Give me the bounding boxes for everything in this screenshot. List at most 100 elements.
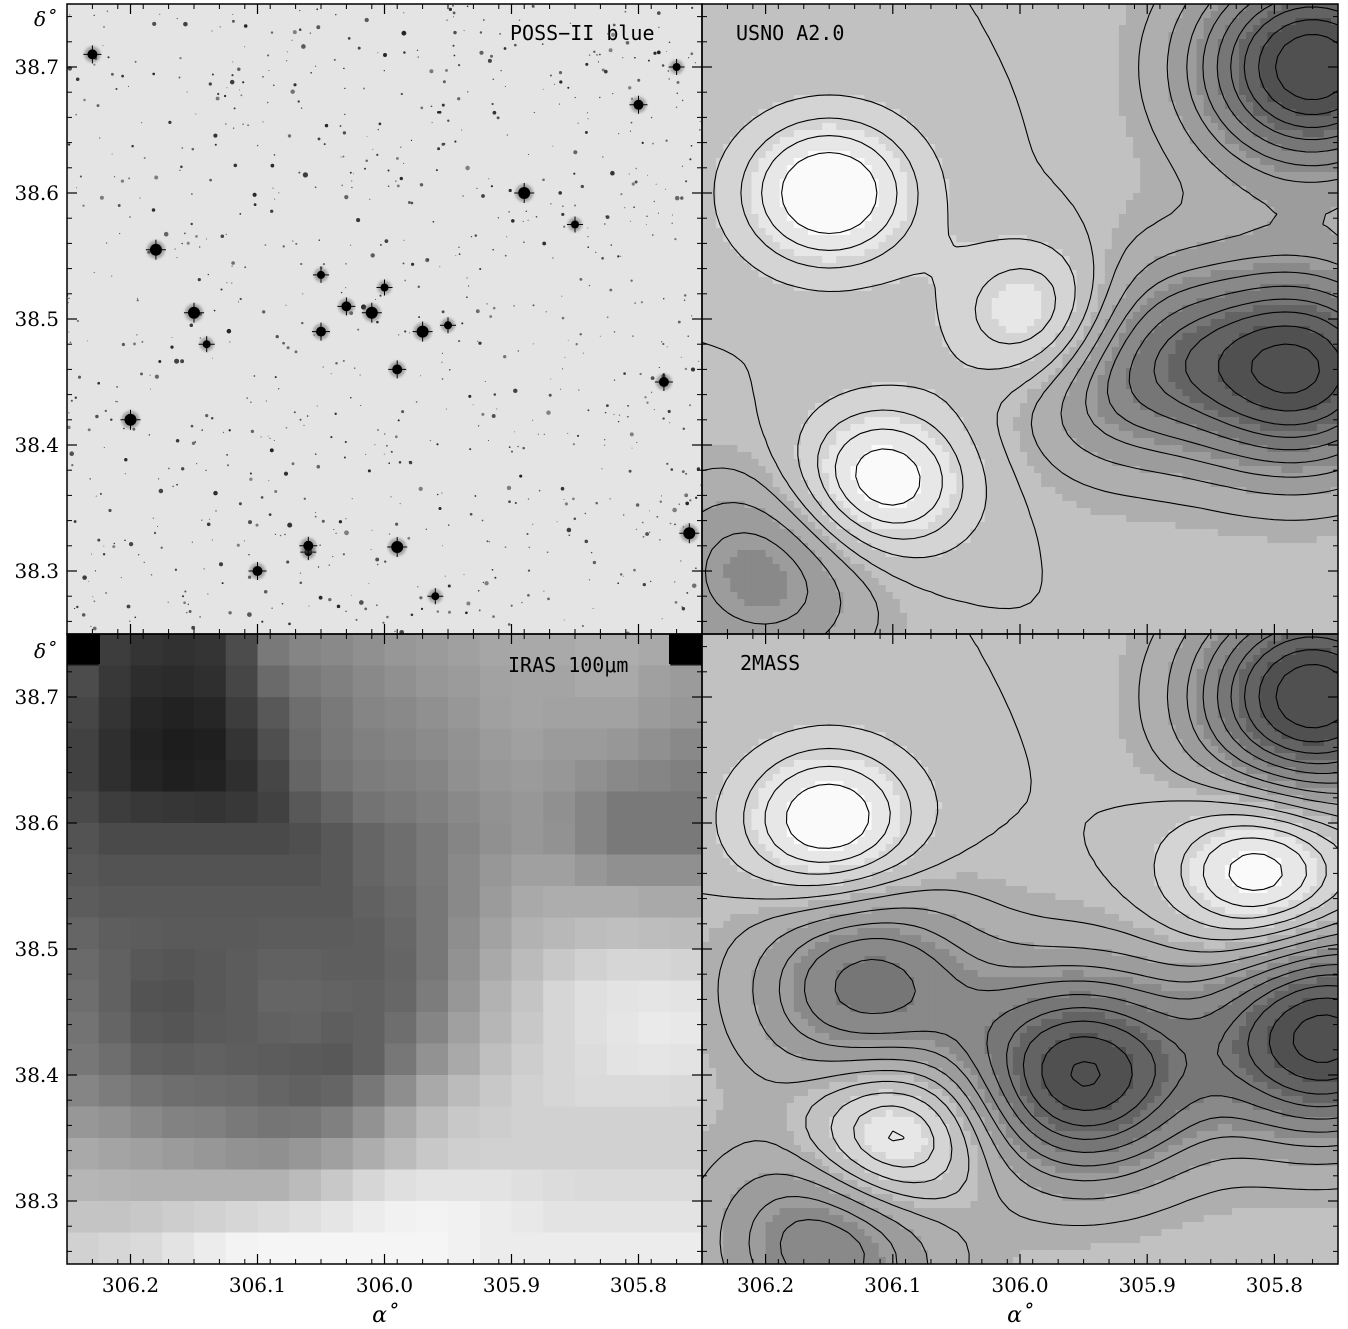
density-cell (793, 571, 802, 579)
density-cell (977, 144, 986, 152)
density-cell (772, 326, 781, 334)
density-cell (892, 487, 901, 495)
density-cell (1005, 263, 1014, 271)
density-cell (991, 501, 1000, 509)
star (622, 57, 624, 59)
density-cell (892, 200, 901, 208)
density-cell (1012, 25, 1021, 33)
density-cell (843, 326, 851, 334)
star (478, 341, 482, 345)
density-cell (758, 333, 767, 341)
density-cell (751, 67, 760, 75)
star (344, 113, 346, 116)
density-cell (765, 130, 774, 138)
star (593, 50, 596, 53)
density-cell (885, 508, 894, 516)
density-cell (772, 88, 781, 96)
density-cell (758, 564, 767, 572)
star (267, 54, 270, 57)
density-cell (716, 207, 724, 215)
density-cell (843, 550, 851, 558)
density-cell (928, 452, 936, 460)
density-cell (843, 235, 851, 243)
star (129, 620, 131, 622)
density-cell (949, 95, 957, 103)
density-cell (935, 592, 943, 600)
density-cell (836, 382, 844, 390)
density-cell (744, 158, 752, 166)
density-cell (977, 347, 986, 355)
star (441, 310, 445, 314)
density-cell (779, 305, 788, 313)
star (429, 69, 434, 74)
density-cell (928, 158, 936, 166)
density-cell (829, 508, 837, 516)
density-cell (786, 571, 795, 579)
density-cell (829, 207, 837, 215)
density-cell (702, 256, 710, 264)
density-cell (779, 53, 788, 61)
density-cell (723, 186, 731, 194)
density-cell (808, 403, 816, 411)
density-cell (772, 459, 781, 467)
density-cell (822, 249, 830, 257)
density-cell (935, 172, 943, 180)
density-cell (815, 39, 823, 47)
density-cell (1012, 256, 1021, 264)
density-cell (709, 613, 717, 621)
density-cell (737, 592, 745, 600)
density-cell (800, 95, 809, 103)
density-cell (928, 494, 936, 502)
density-cell (800, 396, 809, 404)
density-cell (829, 452, 837, 460)
star (504, 546, 507, 549)
density-cell (723, 88, 731, 96)
density-cell (815, 501, 823, 509)
density-cell (737, 53, 745, 61)
density-cell (935, 109, 943, 117)
star (452, 4, 454, 7)
density-cell (772, 39, 781, 47)
density-cell (942, 137, 950, 145)
density-cell (829, 4, 837, 12)
density-cell (956, 172, 964, 180)
density-cell (716, 39, 724, 47)
density-cell (963, 571, 972, 579)
density-cell (914, 368, 922, 376)
star (634, 302, 636, 304)
density-cell (885, 354, 894, 362)
density-cell (730, 459, 738, 467)
star (287, 134, 292, 138)
density-cell (744, 109, 752, 117)
density-cell (723, 557, 731, 565)
density-cell (829, 403, 837, 411)
star (527, 569, 531, 572)
density-cell (914, 74, 922, 82)
density-cell (716, 249, 724, 257)
density-cell (885, 144, 894, 152)
density-cell (758, 116, 767, 124)
star (448, 610, 451, 614)
star (436, 443, 439, 446)
density-cell (758, 46, 767, 54)
density-cell (786, 529, 795, 537)
density-cell (843, 599, 851, 607)
density-cell (779, 235, 788, 243)
density-cell (786, 186, 795, 194)
star (604, 411, 607, 414)
density-cell (871, 431, 880, 439)
density-cell (850, 578, 858, 586)
density-cell (751, 431, 760, 439)
density-cell (1012, 179, 1021, 187)
density-cell (744, 620, 752, 628)
density-cell (702, 172, 710, 180)
density-cell (744, 4, 752, 12)
density-cell (963, 438, 972, 446)
density-cell (991, 431, 1000, 439)
density-cell (815, 151, 823, 159)
density-cell (906, 473, 915, 481)
density-cell (878, 25, 887, 33)
density-cell (709, 130, 717, 138)
density-cell (928, 466, 936, 474)
density-cell (864, 522, 873, 530)
